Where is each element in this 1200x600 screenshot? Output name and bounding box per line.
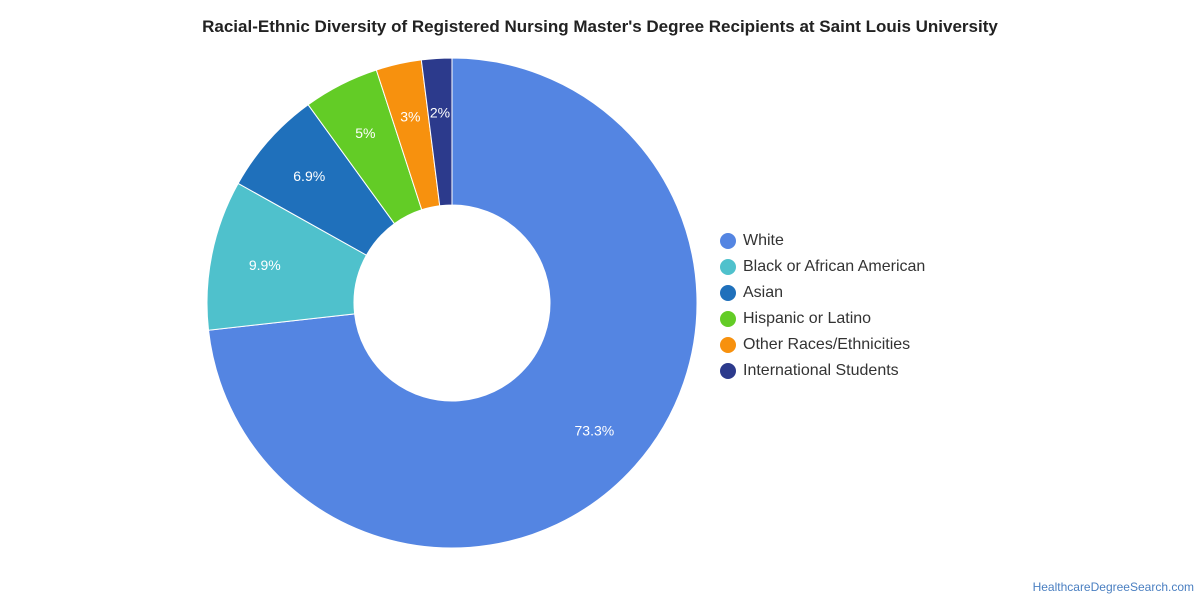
slices-group <box>206 57 698 549</box>
legend-label-other: Other Races/Ethnicities <box>743 336 911 353</box>
legend-item-hispanic[interactable]: Hispanic or Latino <box>720 306 925 332</box>
legend-label-white: White <box>743 232 784 249</box>
legend-label-asian: Asian <box>743 284 784 301</box>
slice-label-5: 2% <box>430 104 450 120</box>
legend-swatch-white <box>720 233 736 249</box>
slice-label-1: 9.9% <box>249 257 281 273</box>
legend-swatch-black <box>720 259 736 275</box>
slice-label-3: 5% <box>355 125 375 141</box>
legend-item-international[interactable]: International Students <box>720 358 925 384</box>
legend-label-hispanic: Hispanic or Latino <box>743 310 872 327</box>
legend-label-international: International Students <box>743 362 899 379</box>
legend-item-asian[interactable]: Asian <box>720 280 925 306</box>
legend-swatch-asian <box>720 285 736 301</box>
source-link[interactable]: HealthcareDegreeSearch.com <box>1032 580 1194 594</box>
slice-0[interactable] <box>207 57 698 549</box>
legend-item-other[interactable]: Other Races/Ethnicities <box>720 332 925 358</box>
legend-item-black[interactable]: Black or African American <box>720 254 925 280</box>
legend-swatch-other <box>720 337 736 353</box>
slice-label-4: 3% <box>400 109 420 125</box>
slice-5[interactable] <box>420 57 453 207</box>
chart-title: Racial-Ethnic Diversity of Registered Nu… <box>202 17 998 36</box>
legend: White Black or African American Asian Hi… <box>720 228 925 384</box>
labels-group: 73.3% 9.9% 6.9% 5% 3% 2% <box>249 104 614 438</box>
legend-swatch-hispanic <box>720 311 736 327</box>
slice-label-2: 6.9% <box>293 168 325 184</box>
legend-swatch-international <box>720 363 736 379</box>
legend-item-white[interactable]: White <box>720 228 925 254</box>
slice-label-0: 73.3% <box>575 422 615 438</box>
legend-label-black: Black or African American <box>743 258 926 275</box>
